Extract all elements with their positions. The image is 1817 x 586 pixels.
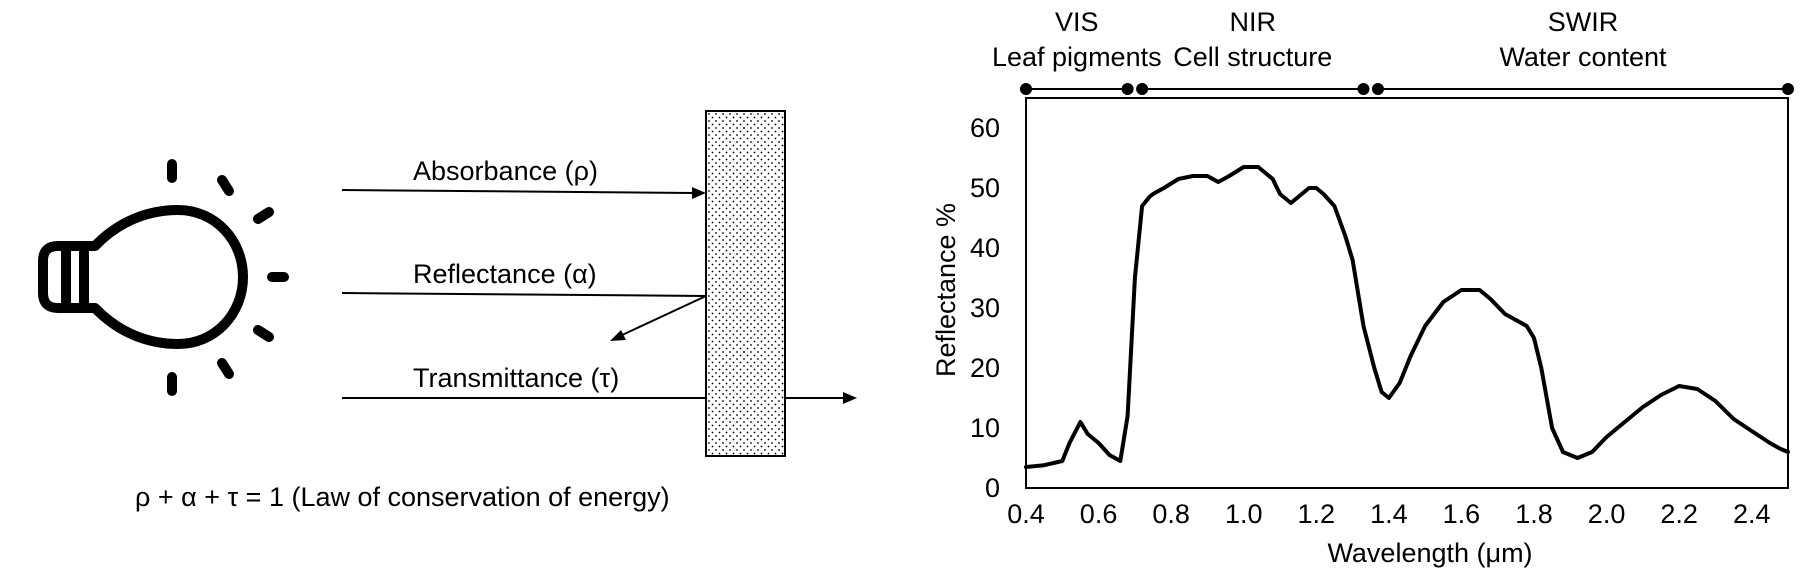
y-tick-label: 40	[970, 233, 1000, 263]
region-description-label: Cell structure	[1173, 42, 1332, 72]
y-axis-label: Reflectance %	[931, 203, 961, 377]
y-tick-label: 50	[970, 173, 1000, 203]
x-tick-label: 1.6	[1443, 499, 1481, 529]
reflectance-label: Reflectance (α)	[413, 259, 597, 289]
region-end-dot	[1782, 83, 1794, 95]
transmittance-arrow	[342, 392, 857, 404]
y-axis-ticks: 0 10 20 30 40 50 60	[970, 113, 1000, 503]
y-tick-label: 0	[985, 473, 1000, 503]
reflectance-arrow	[341, 292, 707, 341]
sample-block	[705, 110, 786, 457]
region-name-label: VIS	[1055, 7, 1099, 37]
light-interaction-diagram: Absorbance (ρ) Reflectance (α) Transmitt…	[38, 110, 857, 512]
x-tick-label: 1.4	[1370, 499, 1408, 529]
x-tick-label: 0.4	[1007, 499, 1045, 529]
reflectance-curve	[1024, 165, 1790, 469]
x-tick-label: 1.8	[1515, 499, 1553, 529]
x-axis-ticks: 0.4 0.6 0.8 1.0 1.2 1.4 1.6 1.8 2.0 2.2 2.4	[1007, 499, 1770, 529]
x-tick-label: 2.4	[1733, 499, 1771, 529]
region-description-label: Water content	[1499, 42, 1667, 72]
x-tick-label: 1.2	[1298, 499, 1336, 529]
region-vis: VIS Leaf pigments	[992, 7, 1162, 95]
transmittance-label: Transmittance (τ)	[413, 363, 619, 393]
x-tick-label: 0.8	[1152, 499, 1190, 529]
absorbance-label: Absorbance (ρ)	[413, 156, 598, 186]
x-tick-label: 2.2	[1660, 499, 1698, 529]
reflectance-chart: VIS Leaf pigments NIR Cell structure SWIR Wat…	[931, 7, 1794, 568]
region-end-dot	[1357, 83, 1370, 95]
region-end-dot	[1121, 83, 1134, 95]
region-start-dot	[1371, 83, 1384, 95]
y-tick-label: 10	[970, 413, 1000, 443]
conservation-law-text: ρ + α + τ = 1 (Law of conservation of en…	[135, 482, 670, 512]
region-swir: SWIR Water content	[1371, 7, 1794, 95]
plot-frame	[1025, 97, 1789, 489]
x-tick-label: 2.0	[1588, 499, 1626, 529]
absorbance-arrow	[341, 187, 706, 199]
y-tick-label: 20	[970, 353, 1000, 383]
region-name-label: NIR	[1230, 7, 1277, 37]
x-tick-label: 1.0	[1225, 499, 1263, 529]
region-nir: NIR Cell structure	[1136, 7, 1370, 95]
region-start-dot	[1020, 83, 1032, 95]
lightbulb-icon	[38, 159, 289, 396]
spectral-regions: VIS Leaf pigments NIR Cell structure SWIR Wat…	[992, 7, 1794, 95]
x-axis-label: Wavelength (μm)	[1327, 538, 1532, 568]
y-tick-label: 60	[970, 113, 1000, 143]
region-name-label: SWIR	[1548, 7, 1619, 37]
region-start-dot	[1136, 83, 1149, 95]
region-description-label: Leaf pigments	[992, 42, 1162, 72]
x-tick-label: 0.6	[1080, 499, 1118, 529]
y-tick-label: 30	[970, 293, 1000, 323]
